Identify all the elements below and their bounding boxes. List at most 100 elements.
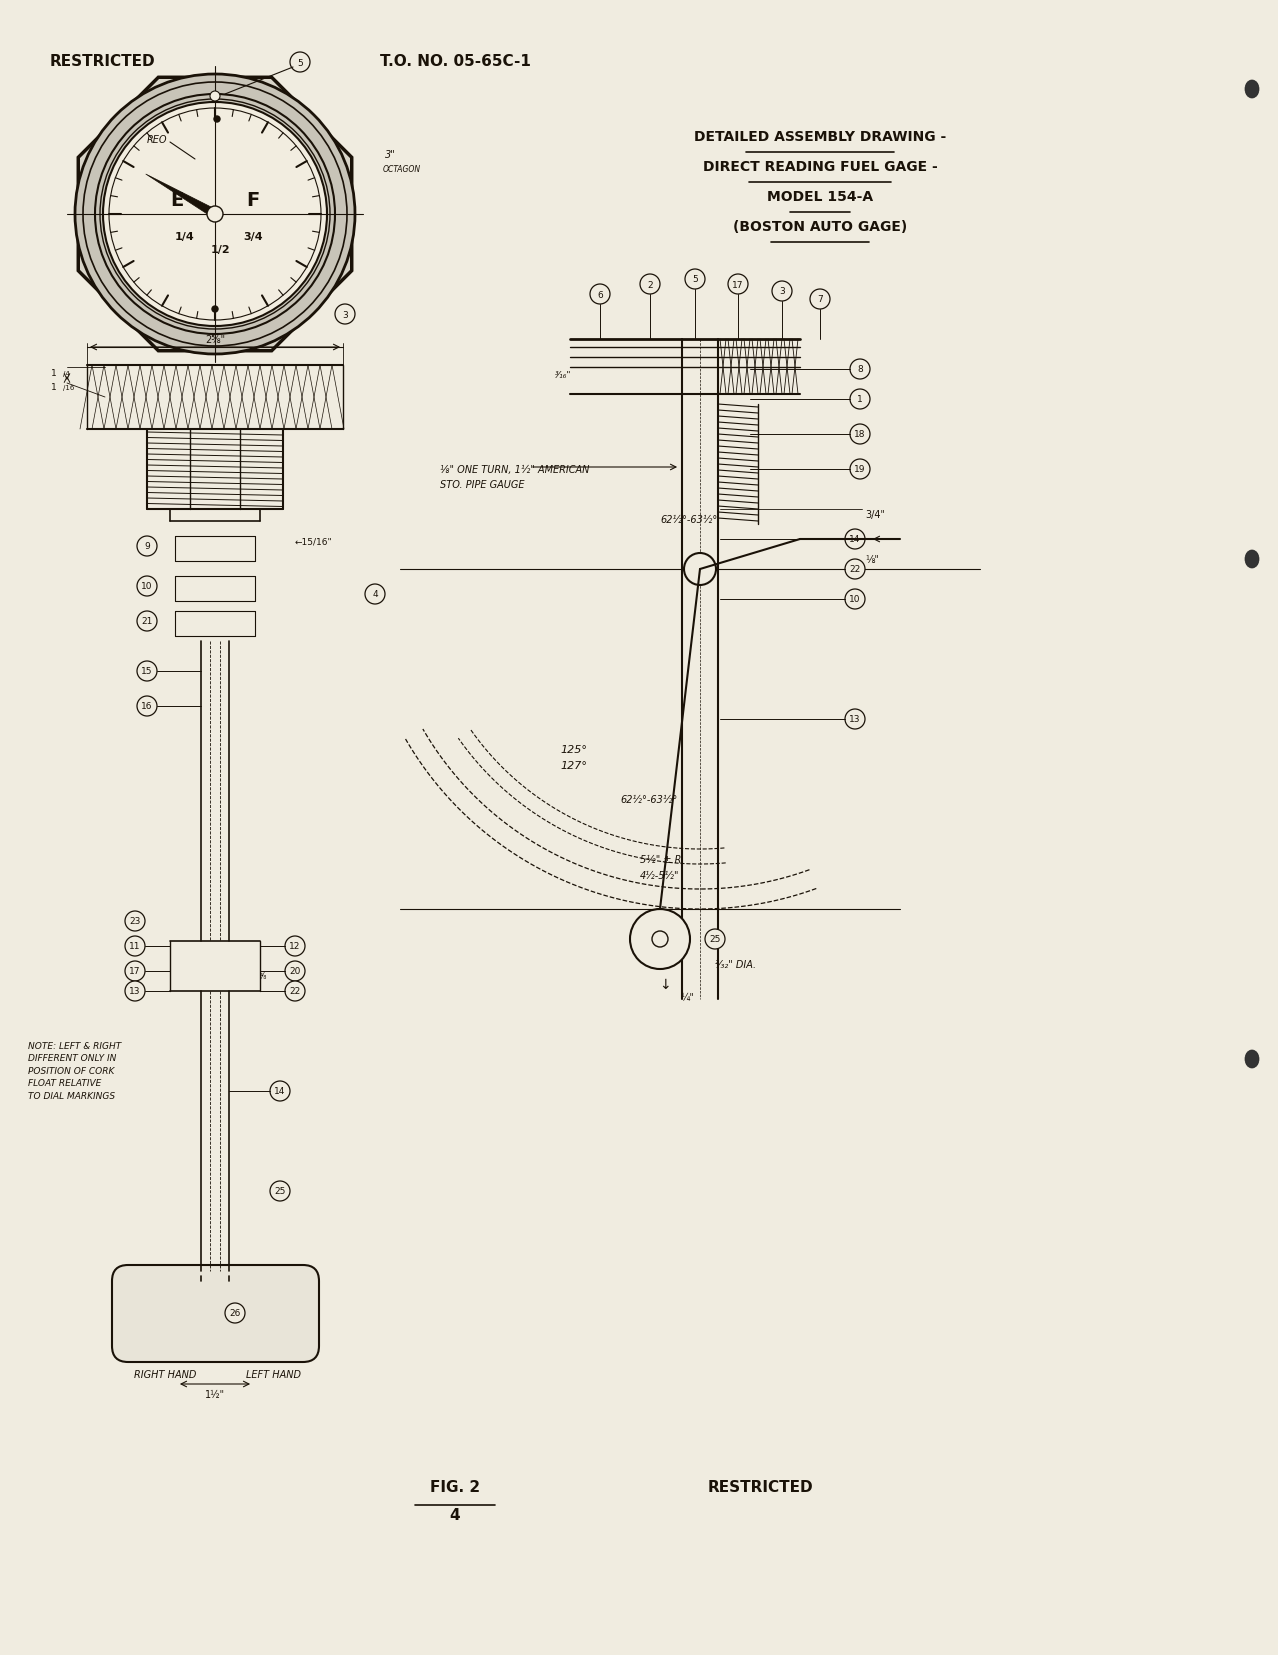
- Circle shape: [640, 275, 659, 295]
- Text: 16: 16: [142, 702, 153, 712]
- Text: 4: 4: [372, 591, 378, 599]
- Text: REO: REO: [147, 136, 167, 146]
- Text: F: F: [247, 190, 259, 210]
- Text: 12: 12: [289, 942, 300, 952]
- Text: 13: 13: [129, 986, 141, 996]
- Text: 3": 3": [385, 151, 396, 161]
- Ellipse shape: [1245, 81, 1259, 99]
- Text: 20: 20: [289, 967, 300, 976]
- Ellipse shape: [1245, 1051, 1259, 1069]
- Circle shape: [285, 962, 305, 981]
- Circle shape: [845, 710, 865, 730]
- Text: 3/4: 3/4: [243, 232, 263, 242]
- Text: RESTRICTED: RESTRICTED: [707, 1480, 813, 1494]
- Text: RIGHT HAND: RIGHT HAND: [134, 1369, 197, 1379]
- Text: 2: 2: [647, 280, 653, 290]
- Circle shape: [810, 290, 829, 309]
- Text: 1½": 1½": [204, 1389, 225, 1398]
- Text: 14: 14: [850, 535, 860, 544]
- Circle shape: [705, 930, 725, 950]
- Circle shape: [850, 391, 870, 410]
- Text: 13: 13: [850, 715, 861, 725]
- Circle shape: [845, 589, 865, 609]
- Text: RESTRICTED: RESTRICTED: [50, 55, 156, 70]
- Text: 18: 18: [854, 430, 865, 439]
- Text: ←15/16": ←15/16": [295, 538, 332, 546]
- Text: 22: 22: [289, 986, 300, 996]
- Circle shape: [137, 612, 157, 632]
- Circle shape: [125, 937, 144, 957]
- Text: 10: 10: [142, 583, 153, 591]
- Circle shape: [290, 53, 311, 73]
- Text: T.O. NO. 05-65C-1: T.O. NO. 05-65C-1: [380, 55, 530, 70]
- Text: ²⁄₃₂" DIA.: ²⁄₃₂" DIA.: [714, 960, 757, 970]
- Text: 2⅝": 2⅝": [204, 334, 225, 344]
- Text: 4½-5½": 4½-5½": [640, 871, 680, 880]
- FancyBboxPatch shape: [112, 1264, 320, 1362]
- Text: 25: 25: [709, 935, 721, 943]
- Circle shape: [772, 281, 792, 301]
- Circle shape: [845, 530, 865, 549]
- Text: 3/4": 3/4": [865, 510, 884, 520]
- Circle shape: [590, 285, 610, 305]
- Circle shape: [285, 981, 305, 1001]
- Text: 6: 6: [597, 290, 603, 300]
- Polygon shape: [146, 175, 215, 220]
- Circle shape: [630, 910, 690, 970]
- Text: 1/4: 1/4: [175, 232, 194, 242]
- Text: 25: 25: [275, 1187, 286, 1197]
- Circle shape: [125, 912, 144, 932]
- Text: 22: 22: [850, 564, 860, 574]
- Circle shape: [685, 270, 705, 290]
- Circle shape: [137, 536, 157, 556]
- Circle shape: [366, 584, 385, 604]
- Text: 1: 1: [51, 369, 58, 379]
- Text: 5: 5: [693, 275, 698, 285]
- Text: FIG. 2: FIG. 2: [429, 1480, 481, 1494]
- Text: 3: 3: [343, 311, 348, 319]
- Text: 1: 1: [858, 396, 863, 404]
- Text: 11: 11: [129, 942, 141, 952]
- Text: 17: 17: [129, 967, 141, 976]
- Text: 14: 14: [275, 1087, 286, 1096]
- Text: ⅛" ONE TURN, 1½" AMERICAN: ⅛" ONE TURN, 1½" AMERICAN: [440, 465, 589, 475]
- Circle shape: [137, 662, 157, 682]
- Text: 1/2: 1/2: [211, 245, 231, 255]
- Circle shape: [270, 1182, 290, 1202]
- Text: ⅛": ⅛": [865, 554, 879, 564]
- Text: /4: /4: [63, 371, 70, 377]
- Text: DIRECT READING FUEL GAGE -: DIRECT READING FUEL GAGE -: [703, 161, 937, 174]
- Circle shape: [652, 932, 668, 947]
- Text: STO. PIPE GAUGE: STO. PIPE GAUGE: [440, 480, 524, 490]
- Text: 23: 23: [129, 917, 141, 925]
- Circle shape: [225, 1302, 245, 1324]
- Text: (BOSTON AUTO GAGE): (BOSTON AUTO GAGE): [732, 220, 907, 233]
- Text: ⁴⁄₈: ⁴⁄₈: [259, 971, 267, 981]
- Circle shape: [212, 306, 219, 313]
- Text: 26: 26: [229, 1309, 240, 1317]
- Text: OCTAGON: OCTAGON: [383, 166, 422, 174]
- Text: E: E: [170, 190, 184, 210]
- Text: LEFT HAND: LEFT HAND: [245, 1369, 300, 1379]
- Text: ¼": ¼": [680, 993, 694, 1003]
- Circle shape: [285, 937, 305, 957]
- Circle shape: [104, 103, 327, 326]
- Text: 21: 21: [142, 617, 152, 626]
- Circle shape: [684, 554, 716, 586]
- Circle shape: [213, 118, 220, 122]
- Text: /16: /16: [63, 384, 74, 391]
- Ellipse shape: [1245, 551, 1259, 569]
- Text: 62½°-63½°: 62½°-63½°: [620, 794, 677, 804]
- Circle shape: [845, 559, 865, 579]
- Circle shape: [137, 697, 157, 717]
- Circle shape: [850, 359, 870, 379]
- Text: 1: 1: [51, 384, 58, 392]
- Text: 3: 3: [780, 288, 785, 296]
- Text: ↓: ↓: [659, 978, 671, 991]
- Text: 125°: 125°: [560, 745, 587, 755]
- Circle shape: [850, 425, 870, 445]
- Circle shape: [125, 981, 144, 1001]
- Text: NOTE: LEFT & RIGHT
DIFFERENT ONLY IN
POSITION OF CORK
FLOAT RELATIVE
TO DIAL MAR: NOTE: LEFT & RIGHT DIFFERENT ONLY IN POS…: [28, 1041, 121, 1101]
- Text: ³⁄₁₆": ³⁄₁₆": [555, 371, 571, 379]
- Text: 62½°-63½°: 62½°-63½°: [659, 515, 717, 525]
